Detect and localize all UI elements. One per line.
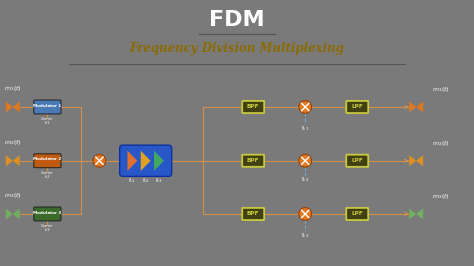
Polygon shape	[13, 155, 19, 166]
Polygon shape	[154, 151, 164, 171]
Text: BPF: BPF	[247, 211, 259, 217]
FancyBboxPatch shape	[34, 154, 61, 168]
Polygon shape	[416, 209, 423, 219]
Circle shape	[93, 154, 106, 167]
Text: Modulator 1: Modulator 1	[33, 103, 62, 107]
FancyBboxPatch shape	[242, 101, 264, 113]
Text: Frequency Division Multiplexing: Frequency Division Multiplexing	[129, 42, 345, 55]
FancyBboxPatch shape	[119, 145, 172, 176]
Polygon shape	[409, 155, 416, 166]
FancyBboxPatch shape	[346, 208, 368, 220]
Polygon shape	[128, 151, 137, 171]
FancyBboxPatch shape	[346, 155, 368, 167]
Text: $m_1(t)$: $m_1(t)$	[432, 85, 449, 94]
Polygon shape	[6, 102, 13, 113]
Text: $m_2(t)$: $m_2(t)$	[3, 138, 21, 147]
Text: Carrier
fc3: Carrier fc3	[41, 224, 54, 232]
Text: $m_3(t)$: $m_3(t)$	[432, 192, 449, 201]
Text: f$_{c1}$: f$_{c1}$	[301, 124, 310, 133]
Text: Modulator 2: Modulator 2	[33, 157, 62, 161]
Circle shape	[299, 154, 311, 167]
FancyBboxPatch shape	[242, 155, 264, 167]
Polygon shape	[409, 209, 416, 219]
Text: LPF: LPF	[351, 105, 363, 110]
Text: FDM: FDM	[209, 10, 265, 30]
Text: BPF: BPF	[247, 105, 259, 110]
Polygon shape	[13, 102, 19, 113]
Polygon shape	[13, 209, 19, 219]
Text: $m_1(t)$: $m_1(t)$	[3, 84, 21, 93]
FancyBboxPatch shape	[34, 100, 61, 114]
Text: f$_{c2}$: f$_{c2}$	[142, 176, 150, 185]
Polygon shape	[141, 151, 151, 171]
Text: BPF: BPF	[247, 158, 259, 163]
Text: Modulator 3: Modulator 3	[33, 210, 62, 214]
Circle shape	[299, 207, 311, 220]
FancyBboxPatch shape	[34, 207, 61, 221]
Text: LPF: LPF	[351, 211, 363, 217]
Polygon shape	[409, 102, 416, 113]
Polygon shape	[6, 209, 13, 219]
Circle shape	[299, 101, 311, 113]
Text: Carrier
fc1: Carrier fc1	[41, 117, 54, 126]
Polygon shape	[6, 155, 13, 166]
FancyBboxPatch shape	[242, 208, 264, 220]
Polygon shape	[416, 102, 423, 113]
Text: LPF: LPF	[351, 158, 363, 163]
Text: f$_{c3}$: f$_{c3}$	[155, 176, 163, 185]
Text: f$_{c3}$: f$_{c3}$	[301, 231, 310, 240]
Text: f$_{c1}$: f$_{c1}$	[128, 176, 137, 185]
Text: $m_3(t)$: $m_3(t)$	[3, 191, 21, 200]
Polygon shape	[416, 155, 423, 166]
Text: f$_{c2}$: f$_{c2}$	[301, 175, 310, 184]
Text: $m_2(t)$: $m_2(t)$	[432, 139, 449, 148]
FancyBboxPatch shape	[346, 101, 368, 113]
Text: Carrier
fc2: Carrier fc2	[41, 171, 54, 179]
